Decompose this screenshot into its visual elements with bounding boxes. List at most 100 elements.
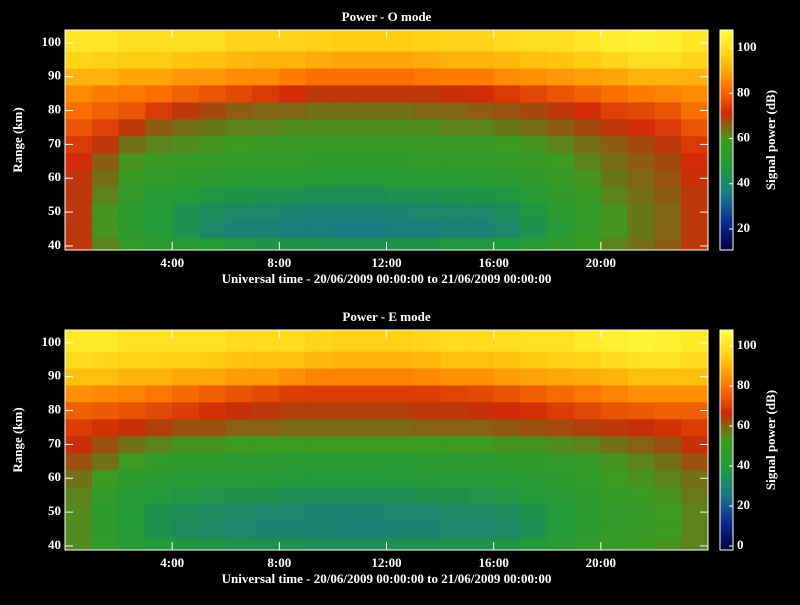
heatmap-cell: [681, 102, 708, 120]
heatmap-cell: [252, 368, 280, 386]
heatmap-cell: [118, 435, 146, 454]
heatmap-cell: [252, 152, 280, 171]
heatmap-cell: [332, 220, 361, 238]
heatmap-cell: [118, 452, 146, 471]
heatmap-cell: [574, 402, 602, 420]
heatmap-cell: [520, 503, 548, 521]
heatmap-cell: [466, 85, 494, 103]
heatmap-cell: [225, 368, 253, 386]
heatmap-cell: [440, 330, 468, 352]
heatmap-cell: [306, 452, 334, 471]
heatmap-cell: [91, 520, 119, 538]
heatmap-cell: [466, 503, 494, 521]
heatmap-cell: [91, 351, 119, 369]
heatmap-cell: [600, 102, 628, 120]
heatmap-cell: [252, 402, 280, 420]
colorbar: [719, 329, 734, 551]
heatmap-cell: [547, 220, 575, 238]
heatmap-cell: [547, 469, 575, 488]
heatmap-cell: [359, 203, 387, 221]
heatmap-cell: [386, 351, 414, 369]
heatmap-cell: [600, 237, 628, 250]
heatmap-cell: [466, 237, 494, 250]
heatmap-cell: [600, 51, 628, 69]
heatmap-cell: [225, 169, 253, 188]
y-tick-label: 50: [48, 203, 61, 218]
heatmap-cell: [65, 169, 93, 188]
heatmap-cell: [359, 119, 387, 137]
y-tick-label: 70: [48, 135, 61, 150]
heatmap-cell: [279, 503, 307, 521]
heatmap-cell: [520, 169, 548, 188]
heatmap-cell: [440, 169, 468, 188]
heatmap-cell: [440, 237, 468, 250]
heatmap-cell: [279, 330, 307, 352]
heatmap-cell: [386, 203, 414, 221]
heatmap-cell: [252, 503, 280, 521]
heatmap-cell: [225, 469, 253, 488]
heatmap-cell: [654, 220, 682, 238]
heatmap-cell: [65, 351, 93, 369]
y-tick-label: 80: [48, 102, 61, 117]
heatmap-cell: [440, 452, 468, 471]
heatmap-cell: [198, 203, 227, 221]
heatmap-cell: [520, 119, 548, 137]
heatmap-cell: [413, 102, 441, 120]
heatmap-cell: [65, 51, 93, 69]
heatmap-cell: [172, 152, 200, 171]
colorbar-tick-label: 100: [737, 337, 757, 352]
heatmap-cell: [386, 85, 414, 103]
heatmap-cell: [306, 385, 334, 403]
heatmap-cell: [332, 203, 361, 221]
heatmap-cell: [306, 220, 334, 238]
y-tick-label: 100: [42, 34, 62, 49]
heatmap-cell: [440, 119, 468, 137]
heatmap-cell: [627, 419, 655, 437]
heatmap-cell: [627, 186, 655, 204]
heatmap-cell: [332, 435, 361, 454]
heatmap-cell: [574, 520, 602, 538]
heatmap-cell: [225, 385, 253, 403]
heatmap-cell: [145, 51, 173, 69]
heatmap-cell: [681, 486, 708, 504]
heatmap-cell: [279, 435, 307, 454]
heatmap-cell: [225, 435, 253, 454]
heatmap-cell: [306, 419, 334, 437]
heatmap-cell: [547, 135, 575, 154]
heatmap-cell: [332, 186, 361, 204]
heatmap-cell: [440, 186, 468, 204]
heatmap-cell: [413, 385, 441, 403]
heatmap-cell: [332, 385, 361, 403]
heatmap-cell: [466, 102, 494, 120]
heatmap-cell: [172, 537, 200, 550]
x-tick-label: 8:00: [267, 255, 291, 270]
heatmap-cell: [225, 220, 253, 238]
heatmap-cell: [172, 51, 200, 69]
heatmap-cell: [306, 102, 334, 120]
heatmap-cell: [574, 385, 602, 403]
heatmap-cell: [332, 452, 361, 471]
heatmap-cell: [279, 30, 307, 52]
heatmap-cell: [627, 169, 655, 188]
heatmap-cell: [574, 30, 602, 52]
colorbar-tick-label: 80: [737, 84, 750, 99]
heatmap-cell: [440, 51, 468, 69]
heatmap-cell: [681, 537, 708, 550]
x-axis-label: Universal time - 20/06/2009 00:00:00 to …: [222, 271, 552, 286]
heatmap-cell: [520, 135, 548, 154]
heatmap-cell: [681, 169, 708, 188]
heatmap-cell: [225, 537, 253, 550]
heatmap-cell: [466, 119, 494, 137]
heatmap-cell: [493, 503, 521, 521]
heatmap-cell: [198, 152, 227, 171]
heatmap-cell: [547, 368, 575, 386]
heatmap-cell: [681, 203, 708, 221]
heatmap-cell: [91, 85, 119, 103]
heatmap-cell: [118, 330, 146, 352]
heatmap-cell: [359, 385, 387, 403]
heatmap-cell: [547, 169, 575, 188]
heatmap-cell: [627, 537, 655, 550]
heatmap-cell: [574, 469, 602, 488]
heatmap-cell: [198, 537, 227, 550]
heatmap-cell: [145, 68, 173, 86]
